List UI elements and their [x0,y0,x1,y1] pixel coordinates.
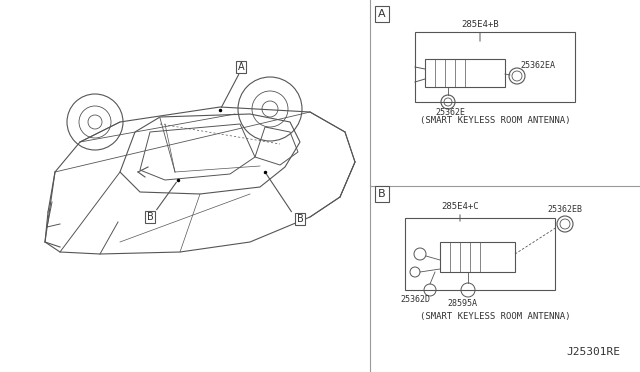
Text: 285E4+C: 285E4+C [441,202,479,211]
Text: 25362E: 25362E [435,108,465,116]
Text: J25301RE: J25301RE [566,347,620,357]
Bar [425,59,505,87]
Text: B: B [378,189,386,199]
Text: B: B [296,214,303,224]
Text: A: A [237,62,244,72]
Bar [440,242,515,272]
Text: 285E4+B: 285E4+B [461,19,499,29]
Text: (SMART KEYLESS ROOM ANTENNA): (SMART KEYLESS ROOM ANTENNA) [420,312,570,321]
Text: (SMART KEYLESS ROOM ANTENNA): (SMART KEYLESS ROOM ANTENNA) [420,115,570,125]
Text: 25362EA: 25362EA [520,61,555,70]
Text: A: A [378,9,386,19]
Text: B: B [147,212,154,222]
Text: 28595A: 28595A [447,299,477,308]
Text: 25362EB: 25362EB [547,205,582,214]
Text: 25362D: 25362D [400,295,430,305]
